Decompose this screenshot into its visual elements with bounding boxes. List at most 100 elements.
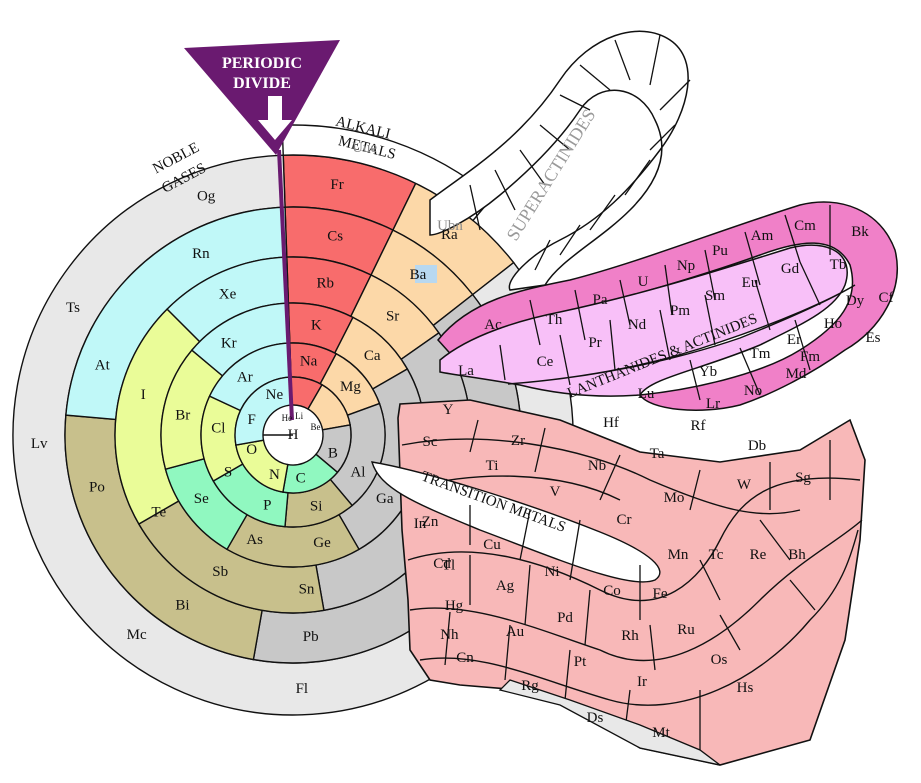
element-sn: Sn: [299, 581, 315, 597]
element-np: Np: [677, 258, 695, 274]
element-lv: Lv: [31, 436, 48, 452]
element-yb: Yb: [699, 364, 717, 380]
element-i: I: [141, 387, 146, 403]
element-mn: Mn: [668, 547, 689, 563]
element-sc: Sc: [423, 434, 438, 450]
f-block-region: [437, 201, 898, 411]
f-block-cell-dividers: [499, 205, 831, 401]
element-es: Es: [866, 330, 881, 346]
radium-highlight: [415, 265, 437, 283]
element-re: Re: [750, 547, 767, 563]
element-og: Og: [197, 188, 216, 204]
element-ca: Ca: [364, 348, 381, 364]
element-ge: Ge: [313, 535, 331, 551]
element-ra: Ra: [441, 227, 458, 243]
element-rg: Rg: [521, 678, 539, 694]
f-block-inner-slot: [507, 284, 856, 385]
element-pm: Pm: [670, 303, 690, 319]
element-hg: Hg: [445, 598, 464, 614]
periodic-divide-banner: PERIODIC DIVIDE: [184, 40, 340, 421]
element-ne: Ne: [266, 387, 284, 403]
element-al: Al: [350, 465, 365, 481]
element-as: As: [246, 532, 263, 548]
element-ts: Ts: [66, 300, 80, 316]
element-pu: Pu: [712, 243, 728, 259]
element-fl: Fl: [296, 681, 309, 697]
element-sg: Sg: [795, 470, 811, 486]
element-he: He: [282, 413, 293, 423]
element-tm: Tm: [750, 346, 771, 362]
element-li: Li: [295, 411, 303, 421]
element-ho: Ho: [824, 316, 842, 332]
transition-row-line-1: [401, 438, 801, 515]
element-o: O: [246, 442, 257, 458]
divide-title-line1: PERIODIC: [222, 55, 302, 72]
element-k: K: [311, 317, 322, 333]
element-dy: Dy: [846, 293, 865, 309]
element-db: Db: [748, 438, 766, 454]
element-u: U: [638, 274, 649, 290]
element-bk: Bk: [851, 224, 869, 240]
element-ru: Ru: [677, 622, 695, 638]
element-mc: Mc: [127, 627, 147, 643]
element-si: Si: [310, 498, 323, 514]
element-sr: Sr: [386, 308, 399, 324]
element-rh: Rh: [621, 628, 639, 644]
element-in: In: [414, 516, 427, 532]
element-co: Co: [603, 583, 621, 599]
element-xe: Xe: [219, 287, 237, 303]
element-pt: Pt: [574, 654, 587, 670]
element-ubn: Ubn: [437, 218, 463, 234]
element-pb: Pb: [303, 629, 319, 645]
element-v: V: [550, 484, 561, 500]
element-mt: Mt: [652, 725, 670, 741]
element-ce: Ce: [537, 354, 554, 370]
element-pr: Pr: [588, 335, 601, 351]
element-ti: Ti: [486, 458, 499, 474]
element-bi: Bi: [175, 597, 189, 613]
element-au: Au: [506, 624, 525, 640]
element-eu: Eu: [742, 275, 759, 291]
transition-unknown-strip: [498, 679, 721, 766]
element-fr: Fr: [330, 177, 343, 193]
element-lr: Lr: [706, 396, 720, 412]
element-tb: Tb: [830, 257, 847, 273]
element-sm: Sm: [705, 288, 725, 304]
element-w: W: [737, 477, 752, 493]
element-f: F: [247, 412, 255, 428]
element-rn: Rn: [192, 246, 210, 262]
element-se: Se: [194, 491, 209, 507]
element-cu: Cu: [483, 537, 501, 553]
element-fm: Fm: [800, 349, 820, 365]
element-ta: Ta: [650, 446, 665, 462]
element-rb: Rb: [316, 275, 334, 291]
element-md: Md: [786, 366, 807, 382]
element-cs: Cs: [327, 228, 343, 244]
element-c: C: [296, 470, 306, 486]
element-s: S: [224, 465, 232, 481]
divide-triangle: [184, 40, 340, 155]
lanthanide-band: [439, 244, 848, 397]
element-tl: Tl: [442, 557, 455, 573]
element-kr: Kr: [221, 335, 237, 351]
element-cd: Cd: [433, 556, 451, 572]
element-zn: Zn: [422, 514, 439, 530]
element-cm: Cm: [794, 218, 816, 234]
element-uue: Uue: [352, 140, 377, 156]
element-ir: Ir: [637, 674, 647, 690]
element-h: H: [288, 427, 299, 443]
element-na: Na: [300, 354, 318, 370]
element-cf: Cf: [879, 290, 894, 306]
element-po: Po: [89, 480, 105, 496]
element-ac: Ac: [484, 317, 502, 333]
element-ba: Ba: [410, 267, 427, 283]
superactinide-band: [429, 30, 689, 291]
element-mg: Mg: [340, 379, 361, 395]
actinide-band: [437, 201, 898, 411]
element-hs: Hs: [737, 680, 754, 696]
element-pa: Pa: [593, 292, 608, 308]
element-ag: Ag: [496, 578, 515, 594]
